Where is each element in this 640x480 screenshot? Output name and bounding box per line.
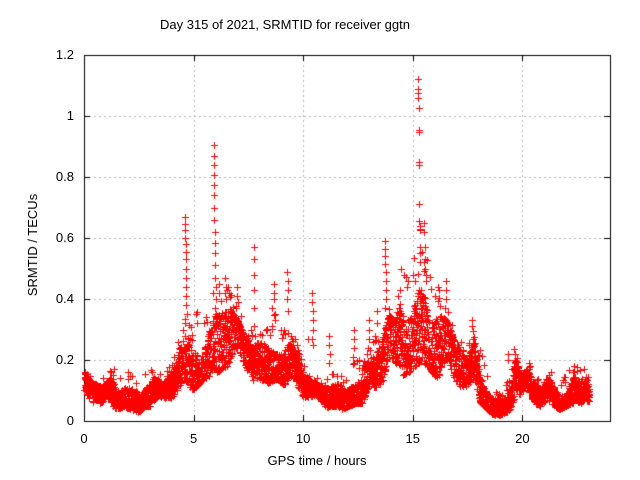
x-axis-label: GPS time / hours	[267, 453, 367, 468]
y-tick-label: 0.2	[55, 352, 74, 367]
x-tick-label: 10	[295, 431, 311, 446]
x-tick-label: 0	[80, 431, 88, 446]
x-tick-label: 5	[189, 431, 198, 446]
y-tick-label: 0.6	[55, 230, 74, 245]
y-tick-label: 1.2	[55, 47, 74, 62]
y-tick-label: 0.4	[55, 291, 74, 306]
y-tick-label: 0.8	[55, 169, 74, 184]
x-tick-label: 15	[405, 431, 420, 446]
x-tick-label: 20	[515, 431, 530, 446]
y-tick-label: 1	[66, 108, 74, 123]
y-tick-label: 0	[66, 413, 74, 428]
chart-title: Day 315 of 2021, SRMTID for receiver ggt…	[159, 17, 410, 32]
